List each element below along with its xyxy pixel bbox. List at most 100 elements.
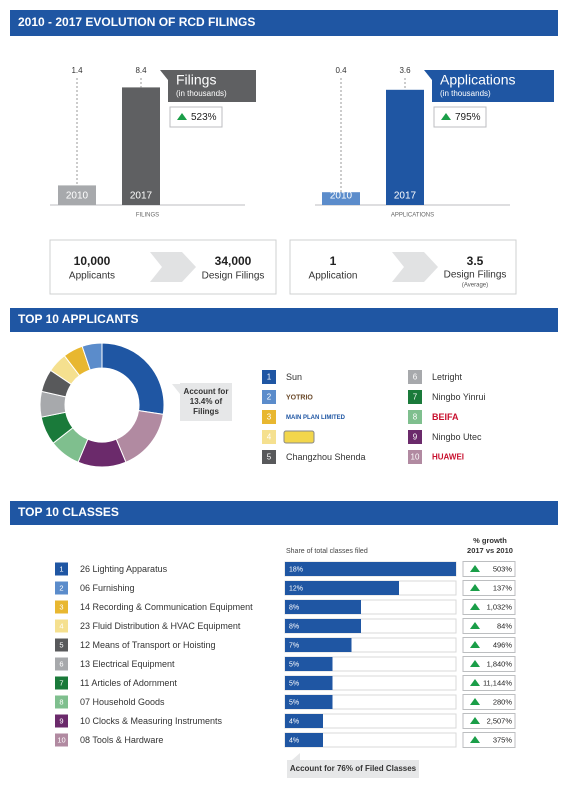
value-label: 8.4 [135, 66, 147, 75]
rank-label: 6 [413, 373, 418, 382]
donut-segment [81, 342, 103, 371]
rank-label: 3 [59, 602, 63, 611]
x-axis-label: FILINGS [136, 213, 159, 219]
rank-label: 9 [413, 433, 418, 442]
growth-box [433, 106, 487, 128]
bar [285, 581, 399, 595]
rank-box [408, 450, 422, 464]
growth-subtitle: 2017 vs 2010 [467, 546, 513, 555]
value-label: 8% [289, 604, 299, 611]
annotation: Account for 76% of Filed Classes [287, 760, 419, 778]
rank-box [408, 430, 422, 444]
rank-box [55, 695, 68, 709]
growth-box [462, 580, 516, 596]
donut-segment [115, 410, 164, 463]
bar [285, 638, 352, 652]
section-bar [10, 501, 558, 525]
rank-label: 8 [413, 413, 418, 422]
callout [432, 70, 554, 102]
legend-label: Letright [432, 372, 463, 382]
comparison-label: Application [309, 271, 358, 282]
callout-title: Applications [440, 72, 516, 88]
growth-arrow [470, 603, 480, 610]
callout-subtitle: (in thousands) [440, 89, 491, 98]
comparison-label: Design Filings [202, 271, 265, 282]
rank-box [262, 450, 276, 464]
rank-label: 8 [59, 697, 63, 706]
growth-box [462, 732, 516, 748]
bar [285, 695, 333, 709]
category-label: 12 Means of Transport or Hoisting [80, 640, 216, 650]
growth-arrow [470, 622, 480, 629]
legend-label: Ningbo Utec [432, 432, 482, 442]
value-label: 5% [289, 680, 299, 687]
category-label: 14 Recording & Communication Equipment [80, 602, 253, 612]
rank-box [55, 676, 68, 690]
callout-title: Filings [176, 72, 216, 88]
rank-box [55, 581, 68, 595]
rank-box [55, 638, 68, 652]
growth-label: 503% [493, 564, 513, 573]
growth-arrow [470, 698, 480, 705]
growth-label: 137% [493, 583, 513, 592]
growth-box [462, 637, 516, 653]
rank-box [408, 390, 422, 404]
growth-arrow [470, 736, 480, 743]
growth-label: 523% [191, 112, 217, 123]
arrow [392, 252, 438, 282]
rank-label: 9 [59, 716, 63, 725]
growth-label: 1,840% [487, 659, 513, 668]
category-label: 2010 [66, 191, 89, 202]
comparison-note: (Average) [462, 283, 488, 289]
growth-box [462, 694, 516, 710]
section-title: TOP 10 APPLICANTS [18, 312, 138, 326]
value-label: 5% [289, 699, 299, 706]
rank-box [55, 562, 68, 576]
growth-box [462, 713, 516, 729]
growth-label: 11,144% [483, 678, 512, 687]
rank-label: 2 [267, 393, 272, 402]
growth-arrow [470, 660, 480, 667]
category-label: 2017 [130, 191, 153, 202]
rank-box [55, 600, 68, 614]
bar [285, 676, 333, 690]
growth-arrow [470, 584, 480, 591]
arrow [150, 252, 196, 282]
rank-label: 1 [59, 564, 63, 573]
callout-pointer [424, 70, 432, 80]
growth-arrow [470, 679, 480, 686]
value-label: 0.4 [335, 66, 347, 75]
rank-box [408, 370, 422, 384]
applicant-logo: BEIFA [432, 412, 459, 422]
value-label: 4% [289, 737, 299, 744]
annotation: Account for 13.4% of Filings [180, 383, 232, 421]
bar [285, 733, 323, 747]
section-bar [10, 308, 558, 332]
comparison-value: 3.5 [467, 254, 484, 268]
legend-label: Sun [286, 372, 302, 382]
donut-segment [101, 342, 165, 415]
bar [122, 87, 160, 205]
value-label: 1.4 [71, 66, 83, 75]
value-label: 8% [289, 623, 299, 630]
x-axis-label: APPLICATIONS [391, 213, 434, 219]
growth-arrow [470, 565, 480, 572]
comparison-box [289, 239, 517, 295]
value-label: 4% [289, 718, 299, 725]
comparison-value: 1 [330, 254, 337, 268]
growth-label: 375% [493, 735, 513, 744]
bar [285, 714, 323, 728]
rank-label: 7 [59, 678, 63, 687]
section-title: TOP 10 CLASSES [18, 505, 119, 519]
category-label: 2010 [330, 191, 353, 202]
rank-label: 1 [267, 373, 272, 382]
growth-box [169, 106, 223, 128]
category-label: 08 Tools & Hardware [80, 735, 163, 745]
value-label: 3.6 [399, 66, 411, 75]
growth-box [462, 561, 516, 577]
comparison-box [49, 239, 277, 295]
bar [322, 192, 360, 205]
bar [285, 657, 333, 671]
callout-subtitle: (in thousands) [176, 89, 227, 98]
